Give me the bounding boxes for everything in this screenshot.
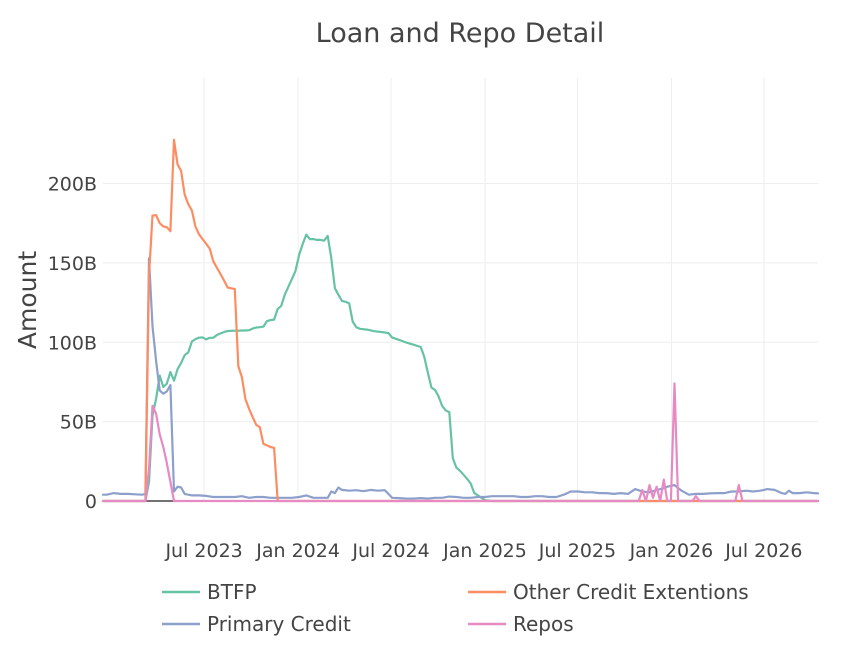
y-tick-label: 0	[85, 491, 97, 513]
legend[interactable]: BTFP Other Credit Extentions Primary Credi…	[162, 580, 749, 636]
y-axis-title: Amount	[13, 251, 42, 349]
tick-labels: 0 50B 100B 150B 200B Jul 2023 Jan 2024 Jul 2024…	[48, 174, 803, 562]
gridlines	[103, 78, 818, 502]
legend-item[interactable]: Primary Credit	[162, 612, 351, 636]
series-lines	[101, 138, 820, 503]
y-tick-label: 100B	[48, 332, 97, 354]
x-tick-label: Jan 2026	[629, 540, 714, 562]
x-tick-label: Jul 2026	[724, 540, 802, 562]
x-tick-label: Jan 2024	[255, 540, 340, 562]
legend-item[interactable]: Other Credit Extentions	[468, 580, 749, 604]
y-tick-label: 50B	[60, 412, 97, 434]
x-tick-label: Jul 2023	[164, 540, 242, 562]
legend-item[interactable]: Repos	[468, 612, 574, 636]
legend-label: BTFP	[207, 580, 257, 604]
series-line-other-credit-extentions	[101, 138, 820, 503]
x-tick-label: Jan 2025	[442, 540, 527, 562]
legend-item[interactable]: BTFP	[162, 580, 257, 604]
legend-label: Other Credit Extentions	[513, 580, 749, 604]
legend-label: Primary Credit	[207, 612, 351, 636]
series-line-repos	[101, 382, 820, 503]
series-line-btfp	[101, 233, 820, 503]
y-tick-label: 150B	[48, 253, 97, 275]
x-tick-label: Jul 2024	[351, 540, 429, 562]
x-tick-label: Jul 2025	[538, 540, 616, 562]
series-line-primary-credit	[101, 257, 820, 500]
legend-label: Repos	[513, 612, 574, 636]
y-tick-label: 200B	[48, 174, 97, 196]
chart-title: Loan and Repo Detail	[316, 18, 605, 49]
